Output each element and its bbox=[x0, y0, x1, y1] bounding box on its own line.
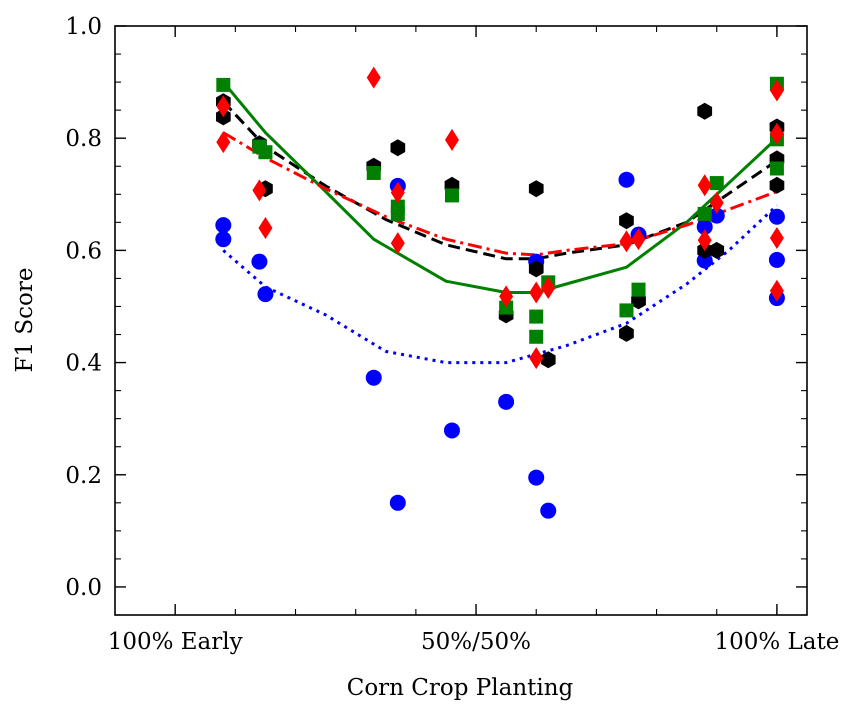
blue-point bbox=[696, 218, 713, 235]
green-point bbox=[499, 300, 514, 315]
blue-point bbox=[498, 393, 515, 410]
y-tick-label: 0.0 bbox=[65, 575, 102, 601]
y-tick-label: 1.0 bbox=[65, 14, 102, 40]
y-tick-label: 0.8 bbox=[65, 126, 102, 152]
blue-point bbox=[708, 207, 725, 224]
black-point bbox=[769, 176, 785, 194]
red-point bbox=[258, 216, 273, 239]
red-point bbox=[390, 232, 405, 255]
red-point bbox=[499, 285, 514, 308]
green-point bbox=[709, 176, 724, 191]
red-point bbox=[697, 229, 712, 252]
red-point bbox=[529, 347, 544, 370]
green-point bbox=[769, 161, 784, 176]
blue-point bbox=[618, 171, 635, 188]
blue-trend-line bbox=[222, 204, 778, 365]
red-point bbox=[697, 174, 712, 197]
red-point bbox=[769, 122, 784, 145]
green-point bbox=[697, 206, 712, 221]
green-point bbox=[529, 329, 544, 344]
y-axis-title: F1 Score bbox=[12, 268, 38, 373]
red-point bbox=[631, 228, 646, 251]
blue-point bbox=[215, 217, 232, 234]
black-point bbox=[540, 351, 556, 369]
black-point bbox=[390, 139, 406, 157]
black-point bbox=[631, 292, 646, 310]
blue-point bbox=[443, 422, 460, 439]
data-markers bbox=[215, 66, 785, 519]
red-point bbox=[216, 95, 231, 118]
red-point bbox=[619, 230, 634, 253]
x-tick-label: 50%/50% bbox=[421, 629, 531, 655]
black-point bbox=[709, 241, 725, 259]
axis-ticks: 0.0 0.2 0.4 0.6 0.8 1.0 100% Early 50%/50% 100% … bbox=[65, 14, 839, 655]
green-point bbox=[529, 309, 544, 324]
red-point bbox=[709, 191, 724, 214]
blue-point bbox=[257, 286, 274, 303]
blue-point bbox=[215, 231, 232, 248]
x-axis-title: Corn Crop Planting bbox=[347, 675, 574, 701]
black-point bbox=[528, 180, 544, 198]
blue-point bbox=[365, 369, 382, 386]
blue-point bbox=[389, 494, 406, 511]
blue-point bbox=[768, 251, 785, 268]
red-point bbox=[216, 131, 231, 154]
black-point bbox=[619, 324, 634, 342]
green-point bbox=[366, 165, 381, 180]
red-point bbox=[769, 79, 784, 102]
black-trend-line bbox=[222, 100, 778, 261]
red-point bbox=[366, 66, 381, 89]
red-point bbox=[444, 128, 459, 151]
red-point bbox=[541, 276, 556, 299]
red-point bbox=[252, 179, 267, 202]
red-point bbox=[769, 227, 784, 250]
x-tick-label: 100% Late bbox=[714, 629, 839, 655]
trend-lines bbox=[222, 81, 778, 365]
black-point bbox=[697, 102, 713, 120]
x-tick-label: 100% Early bbox=[108, 629, 243, 655]
green-point bbox=[216, 77, 231, 92]
y-tick-label: 0.6 bbox=[65, 238, 102, 264]
red-point bbox=[529, 281, 544, 304]
green-point bbox=[258, 145, 273, 160]
plot-frame bbox=[114, 25, 808, 616]
green-point bbox=[631, 282, 646, 297]
red-point bbox=[769, 279, 784, 302]
green-trend-line bbox=[222, 81, 778, 294]
red-point bbox=[390, 181, 405, 204]
y-tick-label: 0.2 bbox=[65, 463, 102, 489]
green-point bbox=[390, 206, 405, 221]
black-point bbox=[528, 260, 544, 278]
green-point bbox=[444, 188, 459, 203]
red-trend-line bbox=[222, 131, 778, 257]
blue-point bbox=[251, 253, 268, 270]
blue-point bbox=[768, 208, 785, 225]
blue-point bbox=[540, 502, 557, 519]
y-tick-label: 0.4 bbox=[65, 351, 102, 377]
blue-point bbox=[528, 469, 545, 486]
black-point bbox=[619, 212, 634, 230]
green-point bbox=[619, 303, 634, 318]
